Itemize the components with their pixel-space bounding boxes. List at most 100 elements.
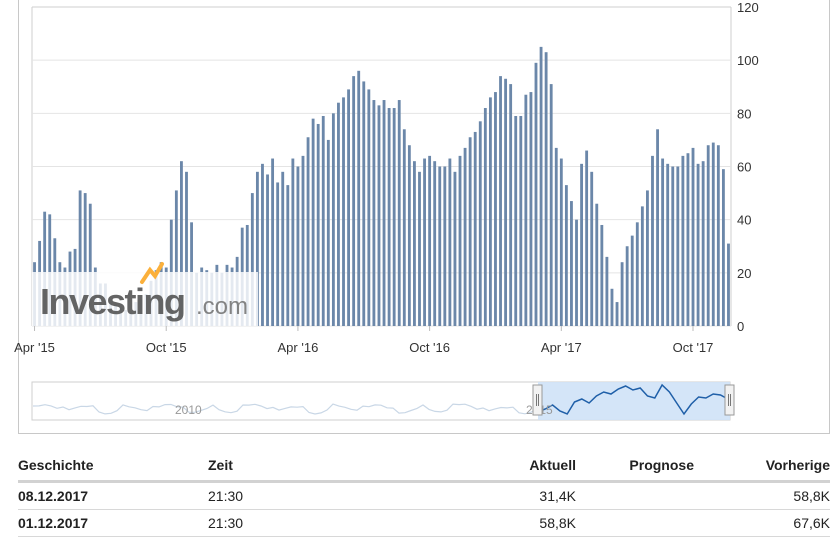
bar [357,70,361,326]
chart-svg: Investing .com 0 20 40 60 80 100 120 Apr '15 Oc… [14,0,759,421]
bar [377,105,381,326]
y-tick-label: 80 [737,106,751,121]
row-date: 08.12.2017 [18,481,208,510]
bar [266,174,269,326]
bar [438,166,442,326]
bar [43,211,47,326]
bar [473,131,477,326]
x-tick-label: Apr '15 [14,340,55,355]
bar [362,81,366,327]
bar [570,201,573,326]
bar [443,166,447,326]
bar [453,171,457,326]
investing-watermark: Investing .com [32,262,258,326]
row-forecast [576,509,694,537]
bar [721,169,725,326]
bar [83,193,87,326]
bar [706,145,710,326]
bar [600,224,604,326]
bar [615,302,619,326]
chart-frame [18,0,830,434]
bar [423,158,426,326]
bar [174,190,178,326]
y-tick-label: 0 [737,319,744,334]
bar [326,139,330,326]
bar [402,129,406,326]
x-tick-label: Apr '17 [541,340,582,355]
row-date: 01.12.2017 [18,509,208,537]
bar [514,115,518,327]
table-row: 01.12.2017 21:30 58,8K 67,6K [18,509,830,537]
bar [296,166,300,326]
bar [646,190,649,326]
bar [418,171,421,326]
bar [605,256,609,326]
bar [468,137,472,326]
bar [448,158,452,326]
bar [671,166,675,326]
x-tick-label: Oct '16 [409,340,450,355]
bar [331,113,335,326]
bar [549,84,553,326]
history-table: Geschichte Zeit Aktuell Prognose Vorheri… [18,452,830,537]
bar [387,108,391,327]
bar [509,84,513,326]
bar [661,158,665,326]
navigator-label-2010: 2010 [175,403,202,417]
row-previous: 58,8K [694,481,830,510]
bar [483,108,487,327]
bar [716,145,720,326]
y-tick-label: 100 [737,53,759,68]
bar [276,182,280,326]
bar [656,129,659,326]
row-previous: 67,6K [694,509,830,537]
navigator-right-handle[interactable] [724,384,735,416]
bar [271,158,275,326]
bar [681,155,685,326]
row-actual: 58,8K [458,509,576,537]
x-tick-label: Oct '17 [673,340,714,355]
header-previous: Vorherige [694,452,830,483]
row-time: 21:30 [208,481,458,510]
bar [651,155,654,326]
bar [519,115,523,327]
bar [180,161,183,326]
bar [504,78,508,326]
bar [250,193,254,326]
bar [433,161,437,326]
navigator-selected-line [537,383,729,416]
range-navigator[interactable]: 2010 2015 [31,381,735,421]
bar [88,203,92,326]
bar [261,163,264,326]
bar [311,118,315,327]
bar [575,219,578,326]
bar [255,171,259,326]
x-axis: Apr '15 Oct '15 Apr '16 Oct '16 Apr '17 Oct '… [14,326,713,355]
bar [666,163,670,326]
bar [585,150,589,326]
bar [458,155,462,326]
x-tick-label: Oct '15 [146,340,187,355]
logo-swoosh-icon [140,262,164,284]
bar [306,137,310,326]
bar [559,158,563,326]
bar [291,158,295,326]
bar [625,246,629,326]
bar [676,166,680,326]
watermark-logo-suffix: .com [196,293,248,320]
navigator-selected-range[interactable] [538,382,730,420]
navigator-left-handle[interactable] [532,384,543,416]
bar [372,100,376,326]
bar [524,94,528,326]
bar [691,147,695,326]
bar [494,92,497,326]
bar [347,89,350,326]
table-header-row: Geschichte Zeit Aktuell Prognose Vorheri… [18,452,830,483]
bar [352,76,356,327]
bar [428,155,432,326]
bar [382,100,386,326]
bar [499,76,502,327]
row-time: 21:30 [208,509,458,537]
bar [534,62,538,326]
y-axis: 0 20 40 60 80 100 120 [737,0,759,334]
